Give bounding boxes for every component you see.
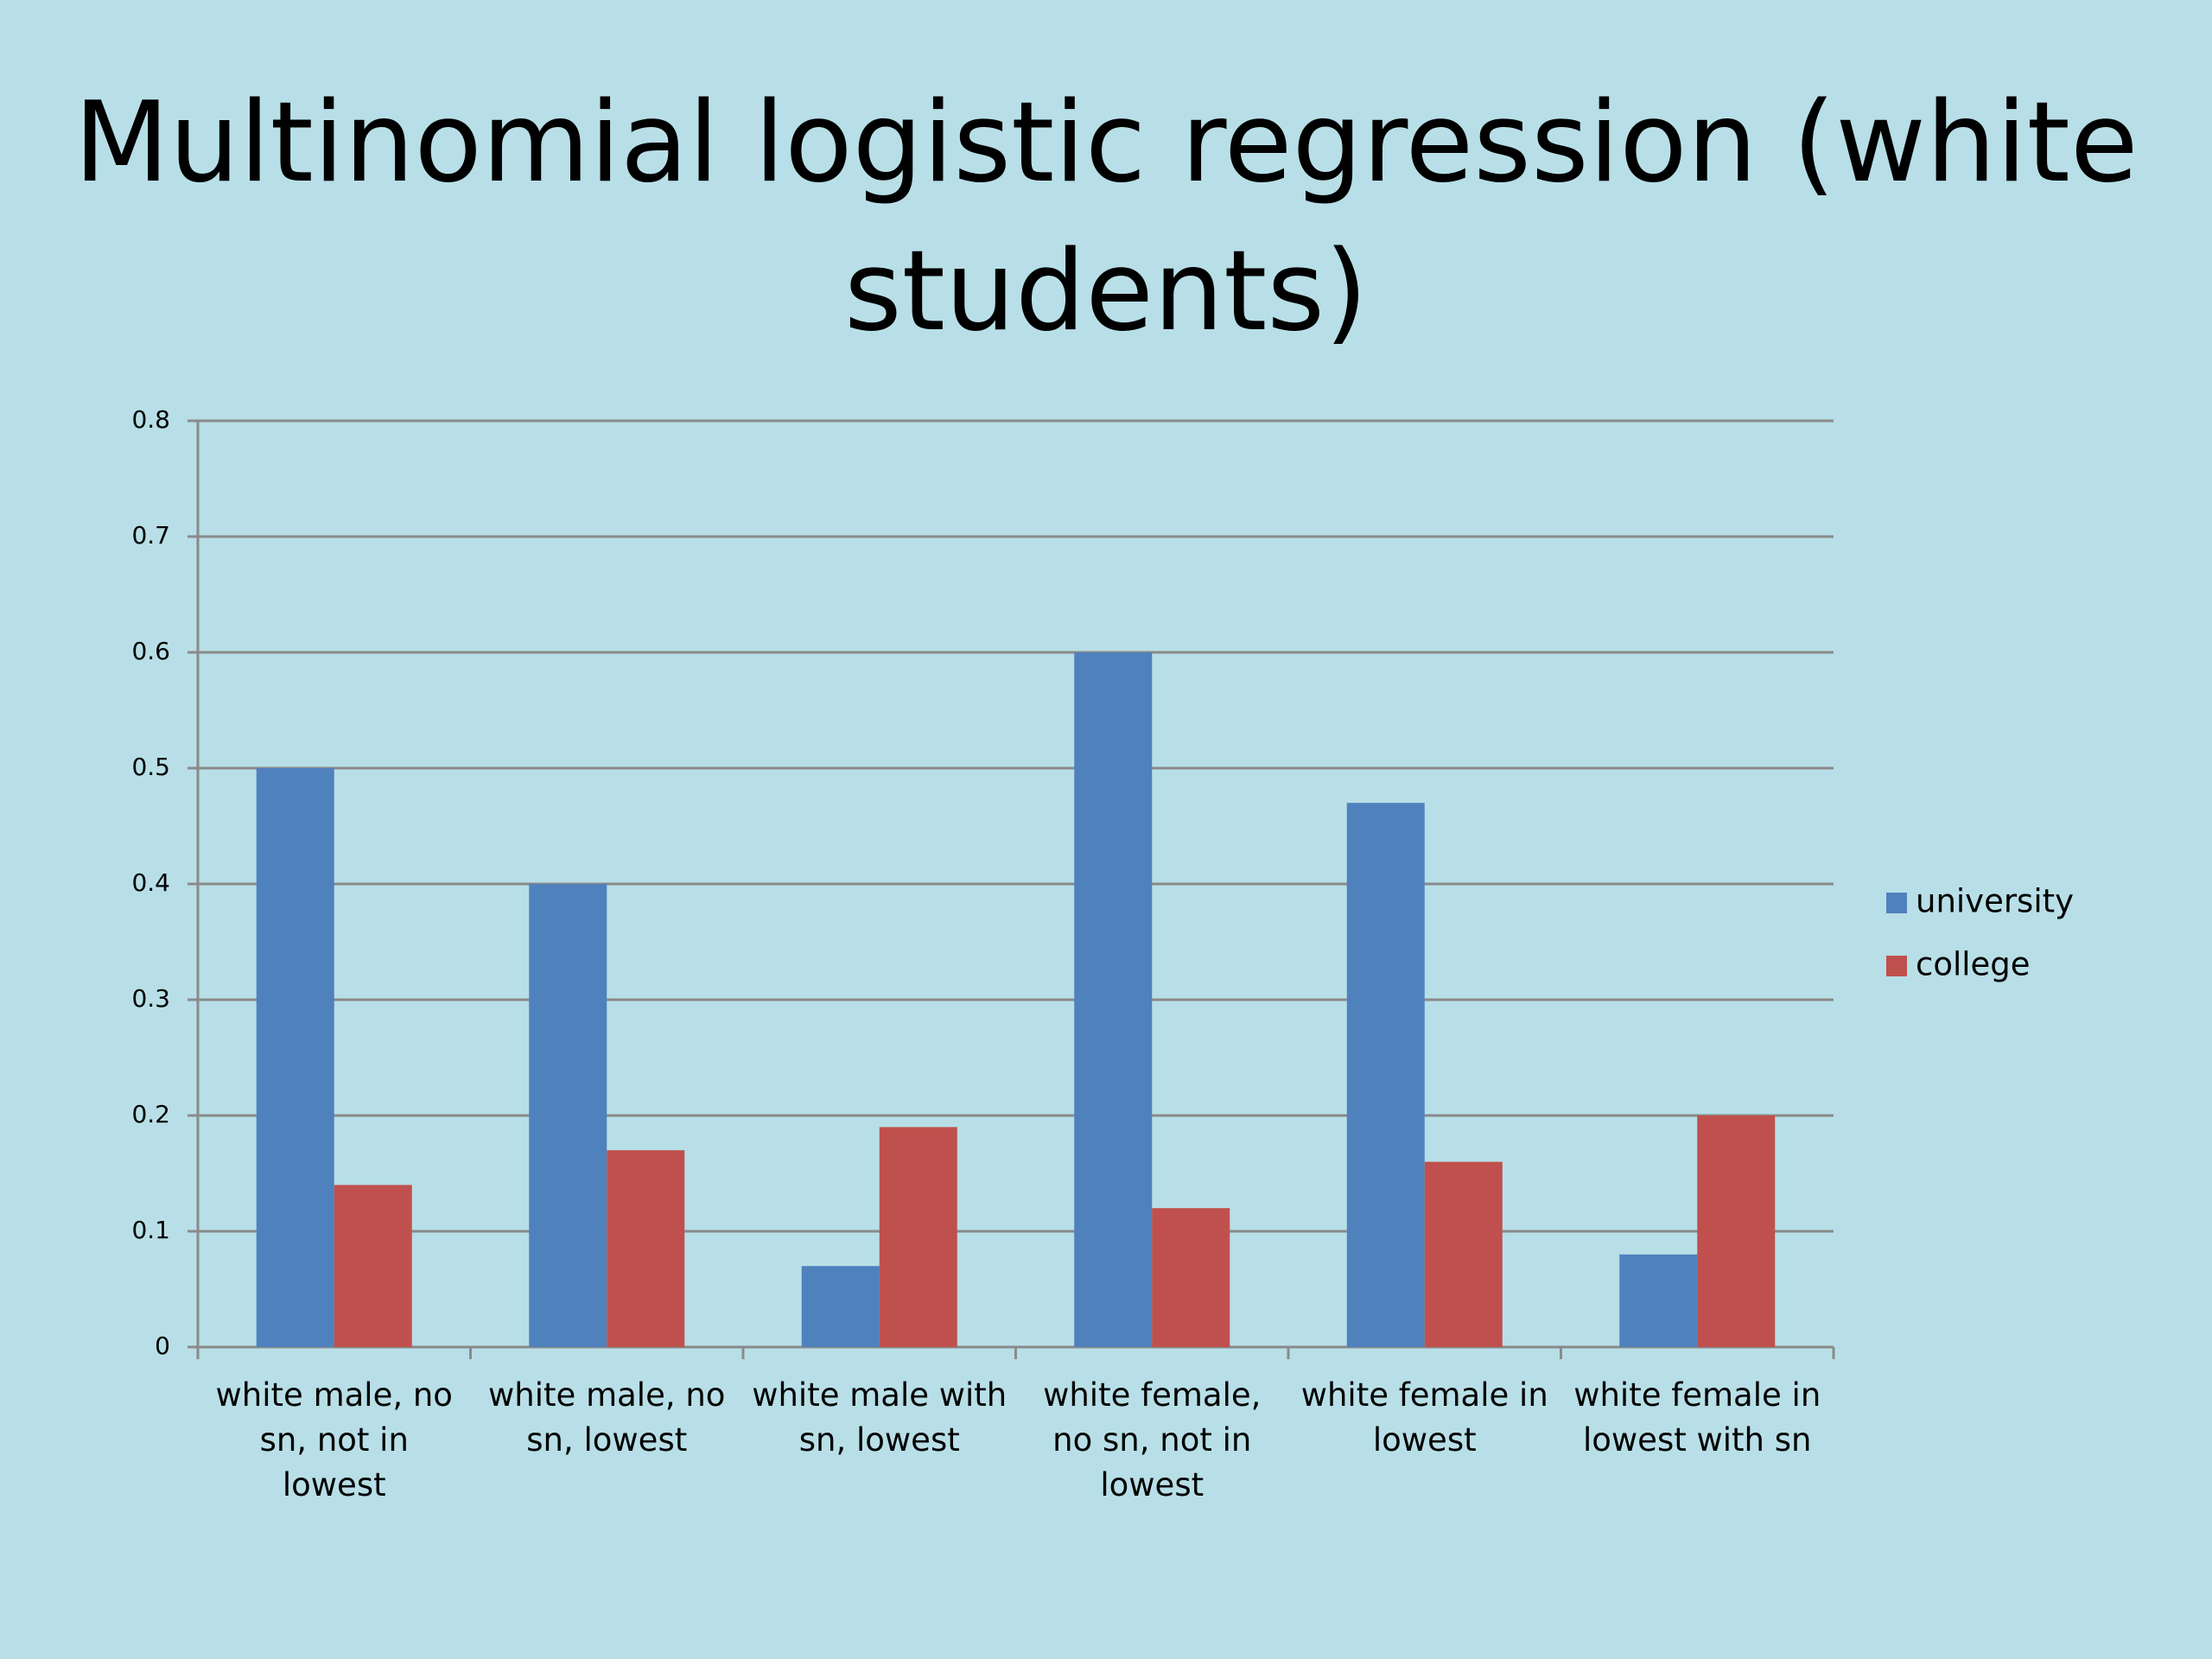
bar <box>1619 1254 1698 1347</box>
x-tick-label: white female, no sn, not in lowest <box>1043 1376 1262 1503</box>
legend-label: college <box>1916 946 2031 983</box>
x-tick-label: white male with sn, lowest <box>752 1376 1007 1459</box>
bar <box>607 1150 685 1347</box>
legend-swatch <box>1886 956 1907 976</box>
y-tick-label: 0.3 <box>131 984 170 1013</box>
bar <box>1424 1161 1503 1347</box>
y-tick-label: 0.2 <box>131 1100 170 1128</box>
y-tick-label: 0.5 <box>131 753 170 781</box>
legend-swatch <box>1886 893 1907 913</box>
bar <box>801 1266 880 1347</box>
bar <box>529 884 607 1347</box>
bar <box>1697 1116 1776 1347</box>
bar <box>1346 803 1425 1347</box>
x-tick-label: white female in lowest <box>1300 1376 1548 1459</box>
bar <box>334 1185 412 1347</box>
bar <box>879 1127 957 1347</box>
y-tick-label: 0 <box>155 1332 170 1360</box>
bar <box>1074 652 1153 1347</box>
legend-label: university <box>1916 883 2074 920</box>
bar <box>1152 1208 1230 1347</box>
y-tick-label: 0.6 <box>131 637 170 665</box>
bar <box>256 768 334 1347</box>
y-tick-label: 0.4 <box>131 868 170 897</box>
x-tick-label: white male, no sn, lowest <box>488 1376 726 1459</box>
y-tick-label: 0.8 <box>131 405 170 434</box>
x-tick-label: white female in lowest with sn <box>1573 1376 1821 1459</box>
chart-title: Multinomial logistic regression (white s… <box>73 79 2139 356</box>
x-tick-label: white male, no sn, not in lowest <box>215 1376 453 1503</box>
y-tick-label: 0.1 <box>131 1216 170 1244</box>
y-tick-label: 0.7 <box>131 521 170 550</box>
